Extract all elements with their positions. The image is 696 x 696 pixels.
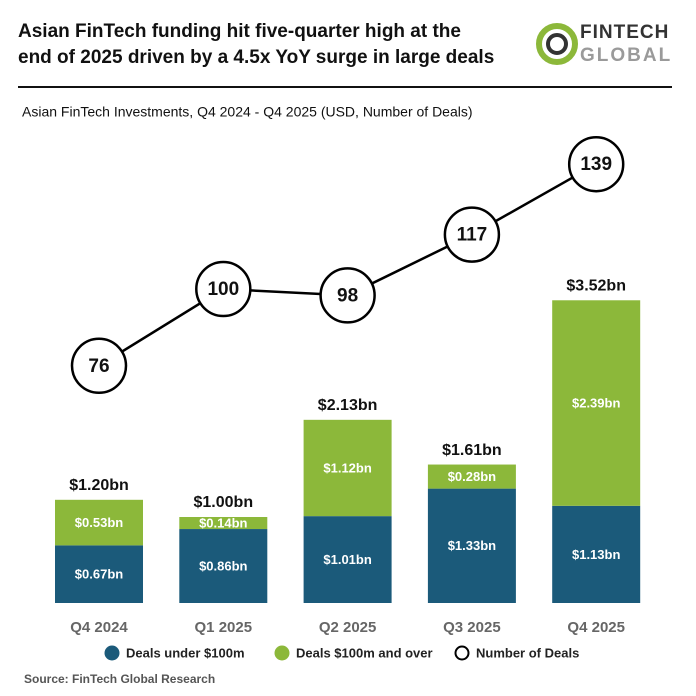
bar-segment — [179, 529, 268, 603]
x-tick-label: Q2 2025 — [319, 619, 377, 636]
deals-marker — [319, 267, 376, 324]
title-line: Asian FinTech funding hit five-quarter h… — [18, 21, 461, 42]
x-tick-label: Q3 2025 — [443, 619, 501, 636]
deals-label: 117 — [457, 225, 488, 246]
value-label: $1.33bn — [448, 538, 496, 553]
x-tick-label: Q4 2024 — [70, 619, 128, 636]
deals-label: 76 — [88, 356, 109, 377]
legend-label: Deals $100m and over — [296, 645, 433, 660]
legend-swatch — [454, 645, 470, 661]
deals-line — [98, 163, 597, 367]
bar-segment — [303, 419, 392, 517]
title-line: end of 2025 driven by a 4.5x YoY surge i… — [18, 47, 494, 68]
logo-ring — [546, 33, 568, 55]
logo-text: FINTECH — [580, 22, 669, 43]
bar-segment — [552, 300, 641, 506]
x-tick-label: Q1 2025 — [195, 619, 253, 636]
bar-segment — [55, 545, 143, 603]
bar-segment — [179, 517, 268, 530]
total-label: $2.13bn — [318, 397, 378, 414]
deals-marker — [70, 337, 128, 395]
subtitle: Asian FinTech Investments, Q4 2024 - Q4 … — [22, 104, 473, 120]
value-label: $0.53bn — [75, 515, 123, 530]
value-label: $0.86bn — [199, 558, 247, 573]
value-label: $0.67bn — [75, 567, 123, 582]
deals-marker — [443, 206, 501, 263]
value-label: $1.12bn — [323, 460, 371, 475]
x-tick-label: Q4 2025 — [567, 619, 625, 636]
total-label: $3.52bn — [566, 277, 626, 294]
deals-label: 98 — [337, 285, 358, 306]
bar-segment — [55, 499, 143, 546]
deals-label: 100 — [207, 279, 239, 300]
logo-text: GLOBAL — [580, 45, 672, 66]
legend-swatch — [104, 645, 120, 661]
value-label: $2.39bn — [572, 395, 620, 410]
deals-marker — [567, 135, 625, 193]
legend-label: Number of Deals — [476, 645, 579, 660]
value-label: $0.14bn — [199, 515, 247, 530]
bar-segment — [427, 488, 516, 603]
total-label: $1.61bn — [442, 442, 502, 459]
value-label: $1.13bn — [572, 547, 620, 562]
bar-segment — [552, 505, 641, 603]
legend-swatch — [274, 645, 290, 661]
deals-marker — [195, 260, 252, 318]
value-label: $0.28bn — [448, 469, 496, 484]
total-label: $1.20bn — [69, 477, 129, 494]
total-label: $1.00bn — [194, 494, 254, 511]
value-label: $1.01bn — [323, 552, 371, 567]
bar-segment — [427, 464, 516, 489]
source: Source: FinTech Global Research — [24, 672, 215, 686]
deals-label: 139 — [580, 154, 612, 175]
logo-ring — [536, 23, 578, 65]
bar-segment — [303, 516, 392, 603]
legend-label: Deals under $100m — [126, 645, 245, 660]
